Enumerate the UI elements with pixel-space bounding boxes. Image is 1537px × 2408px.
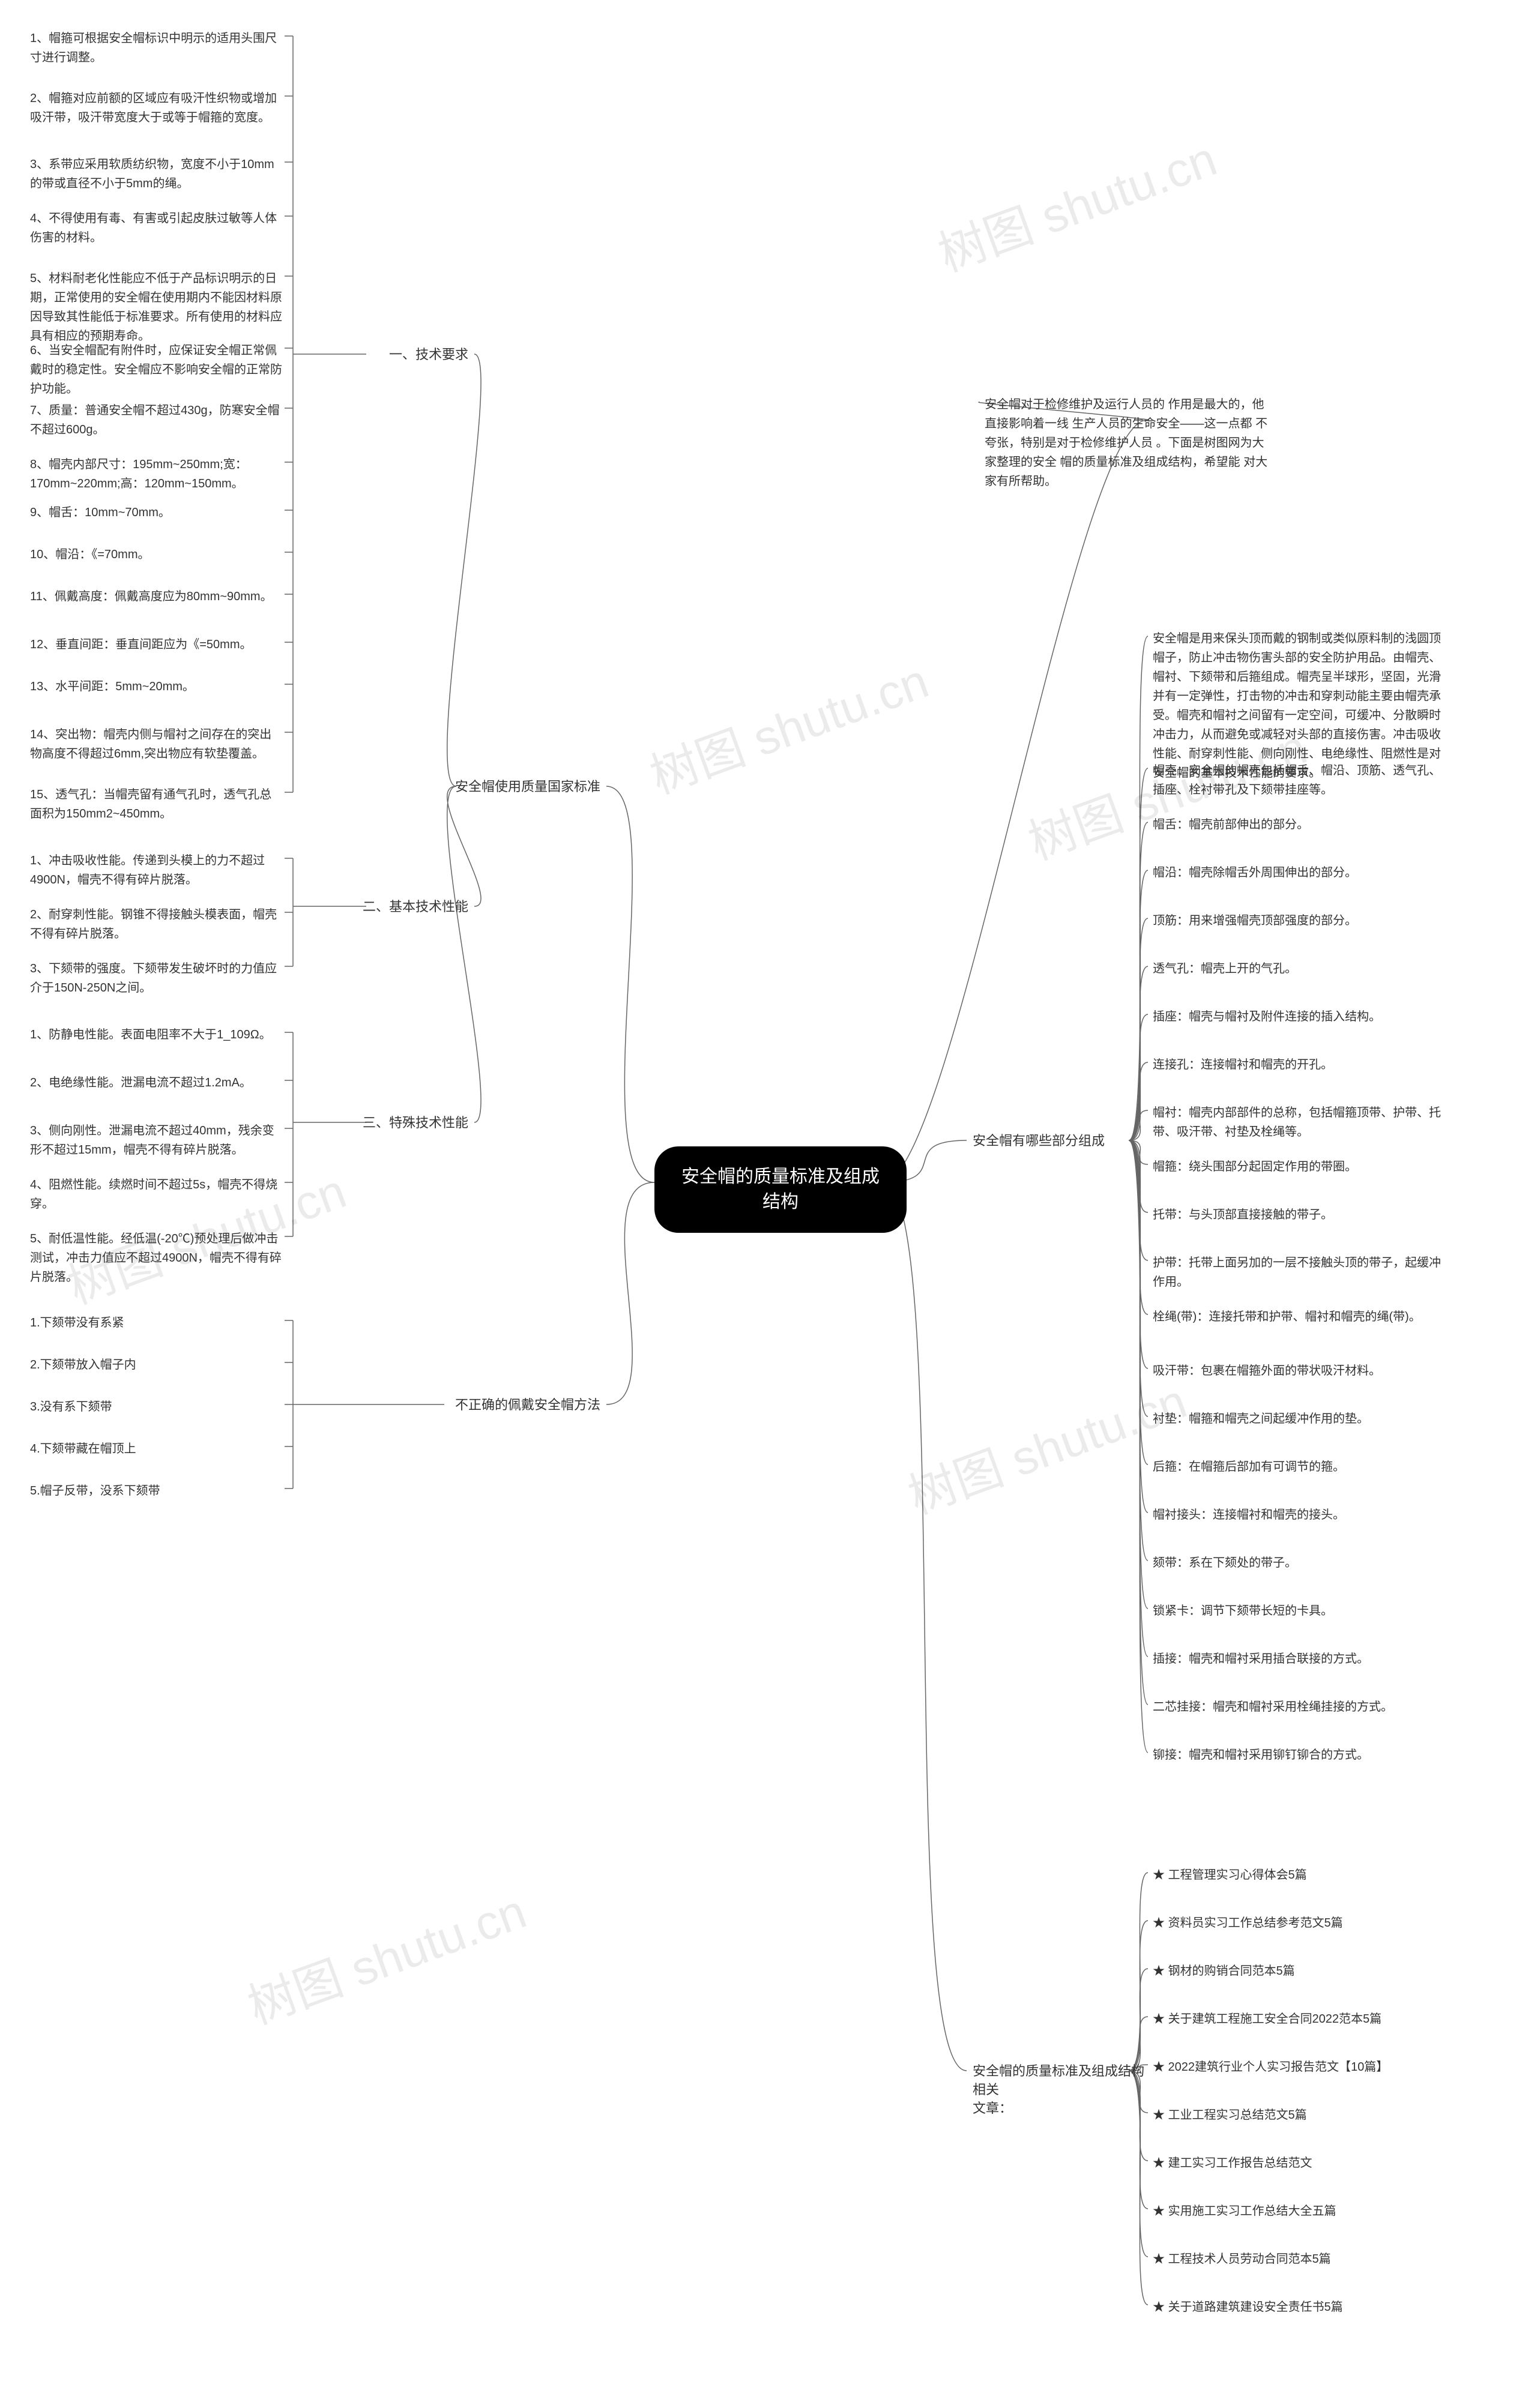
leaf-components-9: 帽箍：绕头围部分起固定作用的带圈。 [1153,1157,1357,1176]
leaf-components-20: 二芯挂接：帽壳和帽衬采用栓绳挂接的方式。 [1153,1697,1393,1717]
center-node: 安全帽的质量标准及组成 结构 [654,1146,907,1233]
branch-related: 安全帽的质量标准及组成结构相关 文章： [973,2062,1153,2118]
leaf-standard-0-14: 15、透气孔：当帽壳留有通气孔时，透气孔总面积为150mm2~450mm。 [30,785,282,823]
leaf-standard-2-1: 2、电绝缘性能。泄漏电流不超过1.2mA。 [30,1073,282,1092]
leaf-components-11: 护带：托带上面另加的一层不接触头顶的带子，起缓冲作用。 [1153,1253,1441,1292]
watermark: 树图 shutu.cn [928,121,1225,286]
leaf-standard-1-1: 2、耐穿刺性能。钢锥不得接触头模表面，帽壳不得有碎片脱落。 [30,905,282,944]
leaf-standard-0-5: 6、当安全帽配有附件时，应保证安全帽正常佩戴时的稳定性。安全帽应不影响安全帽的正… [30,341,282,399]
leaf-components-0: 安全帽是用来保头顶而戴的钢制或类似原料制的浅圆顶帽子，防止冲击物伤害头部的安全防… [1153,629,1441,783]
leaf-standard-0-8: 9、帽舌：10mm~70mm。 [30,503,282,522]
leaf-standard-0-10: 11、佩戴高度：佩戴高度应为80mm~90mm。 [30,587,282,606]
leaf-standard-0-12: 13、水平间距：5mm~20mm。 [30,677,282,696]
leaf-components-2: 帽舌：帽壳前部伸出的部分。 [1153,815,1309,834]
watermark: 树图 shutu.cn [898,1363,1195,1528]
leaf-related-5: ★ 工业工程实习总结范文5篇 [1153,2105,1307,2125]
leaf-components-4: 顶筋：用来增强帽壳顶部强度的部分。 [1153,911,1357,930]
leaf-related-7: ★ 实用施工实习工作总结大全五篇 [1153,2202,1336,2221]
leaf-components-3: 帽沿：帽壳除帽舌外周围伸出的部分。 [1153,863,1357,882]
leaf-wrong_wear-0-4: 5.帽子反带，没系下颏带 [30,1481,282,1500]
sub-standard-0: 一、技术要求 [389,346,468,364]
leaf-standard-1-2: 3、下颏带的强度。下颏带发生破坏时的力值应介于150N-250N之间。 [30,959,282,998]
leaf-components-7: 连接孔：连接帽衬和帽壳的开孔。 [1153,1055,1333,1074]
leaf-related-4: ★ 2022建筑行业个人实习报告范文【10篇】 [1153,2057,1388,2077]
leaf-related-9: ★ 关于道路建筑建设安全责任书5篇 [1153,2298,1343,2317]
leaf-standard-0-4: 5、材料耐老化性能应不低于产品标识明示的日期，正常使用的安全帽在使用期内不能因材… [30,269,282,346]
leaf-wrong_wear-0-2: 3.没有系下颏带 [30,1397,282,1416]
leaf-components-10: 托带：与头顶部直接接触的带子。 [1153,1205,1333,1224]
leaf-wrong_wear-0-3: 4.下颏带藏在帽顶上 [30,1439,282,1458]
leaf-components-5: 透气孔：帽壳上开的气孔。 [1153,959,1297,978]
leaf-standard-0-6: 7、质量：普通安全帽不超过430g，防寒安全帽不超过600g。 [30,401,282,439]
leaf-components-12: 栓绳(带)：连接托带和护带、帽衬和帽壳的绳(带)。 [1153,1307,1421,1326]
leaf-components-16: 帽衬接头：连接帽衬和帽壳的接头。 [1153,1505,1345,1525]
leaf-related-2: ★ 钢材的购销合同范本5篇 [1153,1961,1295,1981]
leaf-components-14: 衬垫：帽箍和帽壳之间起缓冲作用的垫。 [1153,1409,1369,1428]
leaf-standard-2-0: 1、防静电性能。表面电阻率不大于1_109Ω。 [30,1025,282,1044]
leaf-components-17: 颏带：系在下颏处的带子。 [1153,1553,1297,1573]
leaf-components-18: 锁紧卡：调节下颏带长短的卡具。 [1153,1601,1333,1621]
leaf-standard-0-13: 14、突出物：帽壳内侧与帽衬之间存在的突出物高度不得超过6mm,突出物应有软垫覆… [30,725,282,763]
leaf-standard-0-7: 8、帽壳内部尺寸：195mm~250mm;宽：170mm~220mm;高：120… [30,455,282,493]
leaf-components-21: 铆接：帽壳和帽衬采用铆钉铆合的方式。 [1153,1745,1369,1765]
leaf-standard-2-2: 3、侧向刚性。泄漏电流不超过40mm，残余变形不超过15mm，帽壳不得有碎片脱落… [30,1121,282,1160]
leaf-standard-0-1: 2、帽箍对应前额的区域应有吸汗性织物或增加吸汗带，吸汗带宽度大于或等于帽箍的宽度… [30,89,282,127]
branch-wrong_wear: 不正确的佩戴安全帽方法 [455,1396,600,1415]
leaf-components-13: 吸汗带：包裹在帽箍外面的带状吸汗材料。 [1153,1361,1381,1380]
watermark: 树图 shutu.cn [639,643,937,808]
leaf-related-1: ★ 资料员实习工作总结参考范文5篇 [1153,1913,1343,1933]
leaf-standard-0-11: 12、垂直间距：垂直间距应为《=50mm。 [30,635,282,654]
leaf-standard-1-0: 1、冲击吸收性能。传递到头模上的力不超过4900N，帽壳不得有碎片脱落。 [30,851,282,889]
leaf-related-0: ★ 工程管理实习心得体会5篇 [1153,1865,1307,1885]
leaf-components-15: 后箍：在帽箍后部加有可调节的箍。 [1153,1457,1345,1476]
leaf-standard-0-3: 4、不得使用有毒、有害或引起皮肤过敏等人体伤害的材料。 [30,209,282,247]
leaf-wrong_wear-0-0: 1.下颏带没有系紧 [30,1313,282,1332]
leaf-related-6: ★ 建工实习工作报告总结范文 [1153,2154,1312,2173]
leaf-components-1: 帽壳：安全帽的帽壳包括帽舌、帽沿、顶筋、透气孔、插座、栓衬带孔及下颏带挂座等。 [1153,761,1441,799]
leaf-intro-0: 安全帽对于检修维护及运行人员的 作用是最大的，他直接影响着一线 生产人员的生命安… [985,395,1273,491]
watermark: 树图 shutu.cn [237,1873,534,2038]
sub-standard-1: 二、基本技术性能 [363,898,468,917]
leaf-standard-2-4: 5、耐低温性能。经低温(-20℃)预处理后做冲击测试，冲击力值应不超过4900N… [30,1229,282,1287]
leaf-related-3: ★ 关于建筑工程施工安全合同2022范本5篇 [1153,2009,1381,2029]
leaf-components-6: 插座：帽壳与帽衬及附件连接的插入结构。 [1153,1007,1381,1026]
leaf-components-19: 插接：帽壳和帽衬采用插合联接的方式。 [1153,1649,1369,1669]
branch-standard: 安全帽使用质量国家标准 [455,778,600,796]
leaf-standard-2-3: 4、阻燃性能。续燃时间不超过5s，帽壳不得烧穿。 [30,1175,282,1214]
sub-standard-2: 三、特殊技术性能 [363,1114,468,1133]
leaf-standard-0-0: 1、帽箍可根据安全帽标识中明示的适用头围尺寸进行调整。 [30,29,282,67]
leaf-wrong_wear-0-1: 2.下颏带放入帽子内 [30,1355,282,1374]
leaf-standard-0-2: 3、系带应采用软质纺织物，宽度不小于10mm的带或直径不小于5mm的绳。 [30,155,282,193]
branch-components: 安全帽有哪些部分组成 [973,1132,1105,1151]
leaf-standard-0-9: 10、帽沿：《=70mm。 [30,545,282,564]
leaf-components-8: 帽衬：帽壳内部部件的总称，包括帽箍顶带、护带、托带、吸汗带、衬垫及栓绳等。 [1153,1103,1441,1142]
leaf-related-8: ★ 工程技术人员劳动合同范本5篇 [1153,2250,1331,2269]
